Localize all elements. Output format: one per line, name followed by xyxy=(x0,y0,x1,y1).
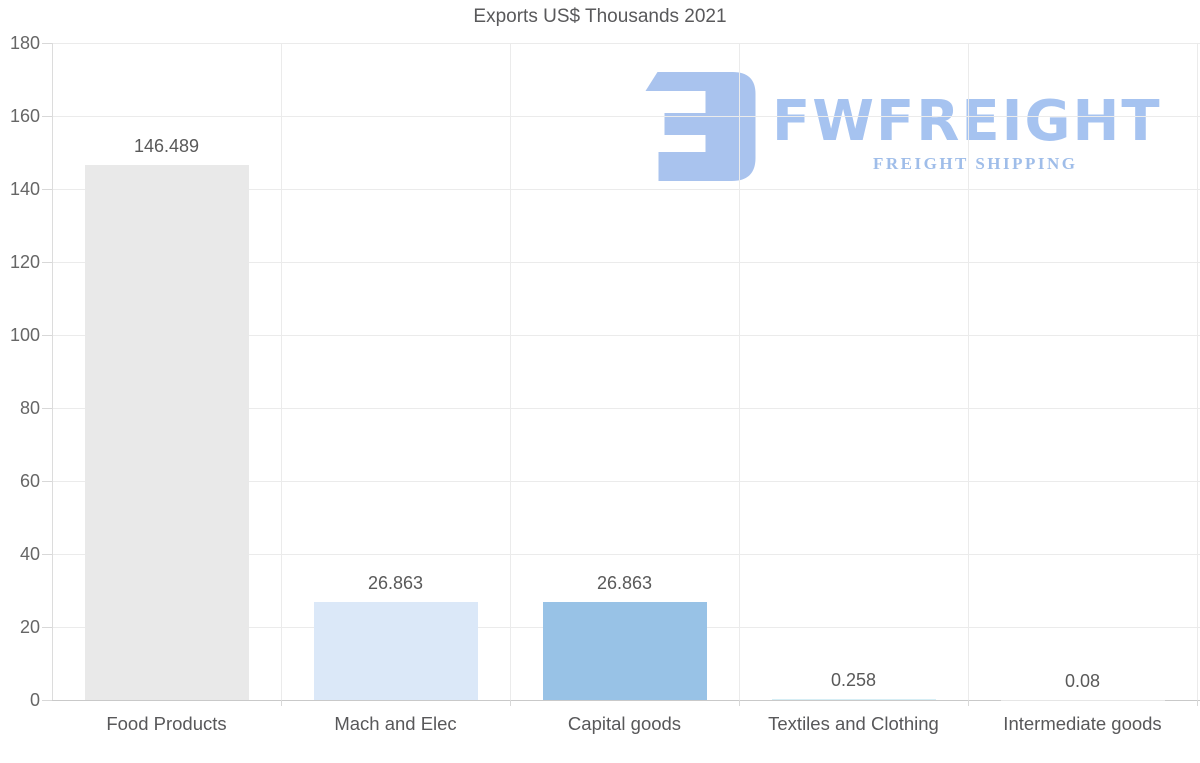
gridline-horizontal xyxy=(42,42,1200,44)
y-tick-mark xyxy=(42,42,52,44)
brand-tagline: FREIGHT SHIPPING xyxy=(873,154,1078,173)
gridline-horizontal xyxy=(42,334,1200,336)
y-tick-mark xyxy=(42,626,52,628)
y-tick-mark xyxy=(42,480,52,482)
x-tick-mark xyxy=(1196,700,1198,706)
x-category-label: Food Products xyxy=(106,713,227,734)
y-tick-label: 180 xyxy=(9,33,40,53)
x-tick-mark xyxy=(738,700,740,706)
bar-textiles-and-clothing xyxy=(771,699,936,700)
y-tick-mark xyxy=(42,699,52,701)
gridline-horizontal xyxy=(42,480,1200,482)
gridline-vertical xyxy=(1196,43,1198,700)
y-tick-mark xyxy=(42,188,52,190)
gridline-vertical xyxy=(509,43,511,700)
bar-value-label: 26.863 xyxy=(367,572,424,593)
gridline-vertical xyxy=(967,43,969,700)
y-axis-line xyxy=(52,43,53,700)
bar-value-label: 0.258 xyxy=(830,670,877,691)
y-tick-label: 140 xyxy=(9,179,40,199)
chart-title: Exports US$ Thousands 2021 xyxy=(473,6,727,27)
fwfreight-logo-icon xyxy=(645,72,756,181)
x-category-label: Textiles and Clothing xyxy=(768,713,939,734)
bar-value-label: 26.863 xyxy=(596,572,653,593)
gridline-horizontal xyxy=(42,115,1200,117)
x-category-label: Capital goods xyxy=(567,713,682,734)
y-tick-label: 120 xyxy=(9,252,40,272)
y-tick-label: 20 xyxy=(19,617,40,637)
bar-value-label: 146.489 xyxy=(133,136,200,157)
y-tick-mark xyxy=(42,407,52,409)
bar-food-products xyxy=(84,165,249,700)
x-tick-mark xyxy=(509,700,511,706)
y-tick-mark xyxy=(42,334,52,336)
y-tick-label: 80 xyxy=(19,398,40,418)
gridline-horizontal xyxy=(42,407,1200,409)
gridline-horizontal xyxy=(42,553,1200,555)
bar-value-label: 0.08 xyxy=(1064,670,1101,691)
y-tick-mark xyxy=(42,261,52,263)
y-tick-mark xyxy=(42,553,52,555)
y-tick-label: 160 xyxy=(9,106,40,126)
bar-mach-and-elec xyxy=(313,601,478,700)
gridline-horizontal xyxy=(42,261,1200,263)
gridline-horizontal xyxy=(42,188,1200,190)
y-tick-label: 0 xyxy=(29,690,40,710)
x-tick-mark xyxy=(967,700,969,706)
x-axis-line xyxy=(42,699,1200,701)
y-tick-label: 60 xyxy=(19,471,40,491)
gridline-vertical xyxy=(280,43,282,700)
bar-capital-goods xyxy=(542,601,707,700)
x-category-label: Intermediate goods xyxy=(1003,713,1162,734)
gridline-vertical xyxy=(738,43,740,700)
y-tick-label: 40 xyxy=(19,544,40,564)
y-tick-mark xyxy=(42,115,52,117)
brand-name: FWFREIGHT xyxy=(772,89,1162,154)
x-tick-mark xyxy=(280,700,282,706)
brand-watermark: FWFREIGHT FREIGHT SHIPPING xyxy=(645,70,1160,185)
x-category-label: Mach and Elec xyxy=(334,713,457,734)
y-tick-label: 100 xyxy=(9,325,40,345)
